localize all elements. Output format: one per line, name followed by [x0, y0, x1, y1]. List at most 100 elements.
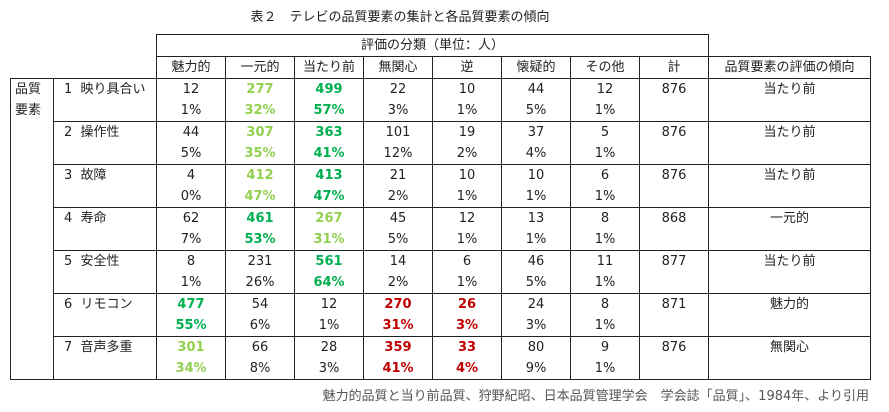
total-cell: 868	[639, 207, 709, 251]
count-cell: 62 7%	[156, 207, 226, 251]
count-cell: 8 1%	[570, 207, 640, 251]
percent-value: 1%	[180, 275, 202, 290]
count-value: 33	[457, 340, 477, 355]
count-cell: 11 1%	[570, 250, 640, 294]
table-row: 4 寿命 62 7% 461 53% 267 31% 45 5% 12 1% 13 1% 8 1% 868 一元…	[11, 207, 871, 251]
percent-value: 1%	[318, 318, 340, 333]
count-cell: 21 2%	[363, 164, 433, 208]
count-value: 10	[458, 82, 476, 97]
count-cell: 45 5%	[363, 207, 433, 251]
count-cell: 28 3%	[294, 336, 364, 380]
count-value: 499	[315, 82, 343, 97]
count-cell: 37 4%	[501, 121, 571, 165]
count-value: 477	[177, 297, 205, 312]
column-header: その他	[570, 56, 640, 79]
percent-value: 2%	[387, 275, 409, 290]
item-name: 4 寿命	[53, 207, 157, 251]
percent-value: 32%	[244, 103, 276, 118]
percent-value: 41%	[313, 146, 345, 161]
count-cell: 461 53%	[225, 207, 295, 251]
percent-value: 55%	[175, 318, 207, 333]
count-value: 12	[458, 211, 476, 226]
count-cell: 9 1%	[570, 336, 640, 380]
source-citation: 魅力的品質と当り前品質、狩野紀昭、日本品質管理学会 学会誌「品質」、1984年、…	[322, 389, 869, 404]
total-cell: 871	[639, 293, 709, 337]
count-cell: 307 35%	[225, 121, 295, 165]
percent-value: 5%	[525, 103, 547, 118]
percent-value: 0%	[180, 189, 202, 204]
count-cell: 270 31%	[363, 293, 433, 337]
count-cell: 44 5%	[156, 121, 226, 165]
count-cell: 44 5%	[501, 78, 571, 122]
count-cell: 12 1%	[156, 78, 226, 122]
total-cell: 876	[639, 164, 709, 208]
count-cell: 412 47%	[225, 164, 295, 208]
percent-value: 1%	[594, 318, 616, 333]
percent-value: 2%	[456, 146, 478, 161]
count-value: 62	[182, 211, 200, 226]
count-value: 8	[600, 297, 610, 312]
percent-value: 1%	[594, 361, 616, 376]
item-name: 5 安全性	[53, 250, 157, 294]
count-value: 12	[320, 297, 338, 312]
count-value: 307	[246, 125, 274, 140]
count-cell: 46 5%	[501, 250, 571, 294]
count-cell: 22 3%	[363, 78, 433, 122]
count-value: 10	[527, 168, 545, 183]
percent-value: 1%	[594, 232, 616, 247]
count-value: 45	[389, 211, 407, 226]
count-cell: 26 3%	[432, 293, 502, 337]
trend-cell: 無関心	[708, 336, 871, 380]
count-value: 12	[596, 82, 614, 97]
table-title-text: 表２ テレビの品質要素の集計と各品質要素の傾向	[250, 10, 550, 25]
count-cell: 277 32%	[225, 78, 295, 122]
count-value: 461	[246, 211, 274, 226]
percent-value: 1%	[456, 103, 478, 118]
count-cell: 231 26%	[225, 250, 295, 294]
count-value: 11	[596, 254, 614, 269]
percent-value: 1%	[180, 103, 202, 118]
percent-value: 4%	[525, 146, 547, 161]
row-group-label: 品質要素	[10, 78, 54, 380]
percent-value: 64%	[313, 275, 345, 290]
count-cell: 33 4%	[432, 336, 502, 380]
item-name: 1 映り具合い	[53, 78, 157, 122]
count-value: 44	[527, 82, 545, 97]
count-cell: 499 57%	[294, 78, 364, 122]
column-header: 一元的	[225, 56, 295, 79]
count-value: 267	[315, 211, 343, 226]
count-cell: 12 1%	[294, 293, 364, 337]
count-value: 359	[384, 340, 412, 355]
column-header: 無関心	[363, 56, 433, 79]
count-value: 6	[600, 168, 610, 183]
column-header: 魅力的	[156, 56, 226, 79]
trend-cell: 当たり前	[708, 78, 871, 122]
count-value: 5	[600, 125, 610, 140]
count-value: 8	[600, 211, 610, 226]
count-cell: 4 0%	[156, 164, 226, 208]
percent-value: 8%	[249, 361, 271, 376]
count-value: 28	[320, 340, 338, 355]
item-name: 7 音声多重	[53, 336, 157, 380]
percent-value: 1%	[525, 189, 547, 204]
count-value: 561	[315, 254, 343, 269]
count-value: 363	[315, 125, 343, 140]
quality-elements-table: 評価の分類（単位：人） 魅力的 一元的 当たり前 無関心逆懐疑的 その他計品質要素の評価…	[10, 34, 871, 380]
count-value: 9	[600, 340, 610, 355]
count-cell: 10 1%	[432, 78, 502, 122]
percent-value: 31%	[313, 232, 345, 247]
table-row: 品質要素 1 映り具合い 12 1% 277 32% 499 57% 22 3% 10 1% 44 5% 1…	[10, 78, 871, 380]
percent-value: 3%	[455, 318, 479, 333]
count-value: 10	[458, 168, 476, 183]
count-cell: 8 1%	[570, 293, 640, 337]
percent-value: 7%	[180, 232, 202, 247]
percent-value: 4%	[455, 361, 479, 376]
count-cell: 24 3%	[501, 293, 571, 337]
count-value: 22	[389, 82, 407, 97]
percent-value: 31%	[382, 318, 414, 333]
count-value: 4	[186, 168, 196, 183]
total-cell: 876	[639, 78, 709, 122]
count-value: 14	[389, 254, 407, 269]
count-cell: 413 47%	[294, 164, 364, 208]
count-value: 412	[246, 168, 274, 183]
